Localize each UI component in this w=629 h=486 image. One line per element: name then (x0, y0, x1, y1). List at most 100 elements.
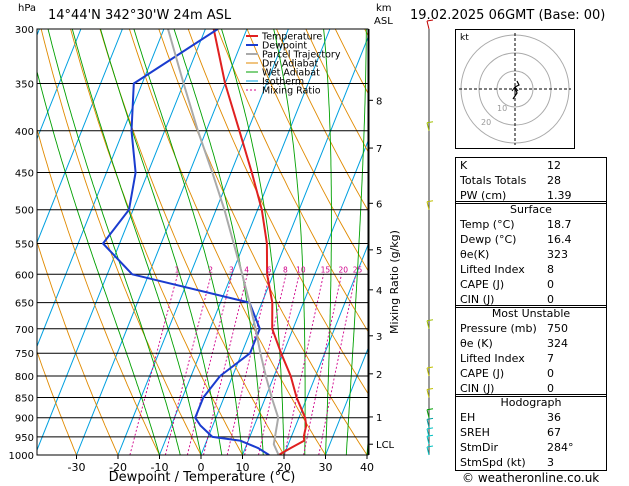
isotherm-line (37, 29, 206, 452)
hodograph-title: Hodograph (500, 396, 562, 409)
x-tick-label: -20 (109, 461, 127, 474)
mixing-ratio-line (258, 274, 300, 455)
x-tick-label: 30 (319, 461, 333, 474)
wind-barb-icon (426, 445, 434, 456)
isotherm-line (159, 29, 331, 455)
dry-adiabat-line (276, 29, 368, 212)
legend-entry: Dewpoint (262, 41, 307, 52)
location-title: 14°44'N 342°30'W 24m ASL (48, 8, 232, 23)
km-tick-label: 6 (376, 199, 382, 210)
wind-barb-icon (426, 417, 434, 428)
surface-row: Temp (°C) 18.7 (460, 218, 572, 231)
mixing-ratio-label: 2 (208, 265, 213, 274)
mixing-ratio-line (244, 274, 287, 455)
km-tick-label: 3 (376, 332, 382, 343)
km-tick-label: 5 (376, 246, 382, 257)
legend-entry: Mixing Ratio (262, 86, 321, 97)
mixing-ratio-label: 6 (267, 265, 272, 274)
wind-barb-icon (426, 408, 434, 418)
isotherm-line (200, 36, 368, 455)
surface-row: CIN (J) 0 (460, 293, 554, 306)
surface-row: θe(K) 323 (460, 248, 568, 261)
mu-row: θe (K) 324 (460, 337, 568, 350)
storm-motion-icon (511, 86, 519, 95)
x-axis-title: Dewpoint / Temperature (°C) (109, 470, 296, 485)
dry-adiabat-line (246, 29, 368, 272)
hodo-row: EH 36 (460, 411, 561, 424)
series-parcel-trajectory (167, 29, 280, 455)
pressure-tick-label: 550 (15, 239, 34, 250)
x-tick-label: -30 (68, 461, 86, 474)
plot-frame (36, 28, 369, 456)
datetime-title: 19.02.2025 06GMT (Base: 00) (410, 8, 606, 23)
dry-adiabat-line (37, 350, 77, 455)
isotherm-line (283, 243, 368, 455)
series-temperature (212, 29, 308, 455)
hodograph-plot: kt 20 10 (455, 29, 575, 149)
pressure-tick-label: 500 (15, 206, 34, 217)
hpa-unit-label: hPa (18, 3, 37, 14)
wind-barb-icon (426, 200, 434, 210)
legend-entry: Isotherm (262, 77, 304, 88)
index-row: K 12 (460, 159, 561, 172)
wet-adiabat-line (345, 29, 367, 455)
indices-table: K 12 Totals Totals 28 PW (cm) 1.39 (455, 157, 607, 204)
isotherm-line (76, 29, 248, 455)
surface-row: Dewp (°C) 16.4 (460, 233, 572, 246)
isotherm-line (325, 347, 368, 455)
legend-entry: Dry Adiabat (262, 59, 319, 70)
pressure-tick-label: 700 (15, 325, 34, 336)
legend-entry: Temperature (261, 32, 322, 43)
km-tick-label: 8 (376, 96, 382, 107)
hodograph-ring-label: 20 (481, 118, 491, 127)
hodo-row: StmSpd (kt) 3 (460, 456, 554, 469)
mu-row: Lifted Index 7 (460, 352, 554, 365)
index-row: Totals Totals 28 (460, 174, 561, 187)
mu-row: Pressure (mb) 750 (460, 322, 568, 335)
pressure-tick-label: 450 (15, 168, 34, 179)
hodo-row: SREH 67 (460, 426, 561, 439)
mixing-ratio-label: 15 (321, 265, 331, 274)
hodograph-table: Hodograph EH 36 SREH 67 StmDir 284° StmSpd … (455, 394, 607, 471)
dry-adiabat-line (217, 29, 368, 333)
isotherm-line (37, 29, 82, 141)
legend-entry: Wet Adiabat (262, 68, 320, 79)
mixing-ratio-label: 20 (339, 265, 349, 274)
asl-unit-label: ASL (374, 16, 393, 27)
mu-row: CAPE (J) 0 (460, 367, 554, 380)
wind-barb-icon (426, 19, 434, 30)
footer-copyright: © weatheronline.co.uk (462, 471, 600, 485)
pressure-tick-label: 350 (15, 80, 34, 91)
km-tick-label: 1 (376, 413, 382, 424)
wind-barb-icon (426, 366, 434, 377)
surface-row: CAPE (J) 0 (460, 278, 554, 291)
wind-barb-icon (426, 319, 434, 329)
x-tick-label: 40 (360, 461, 374, 474)
dry-adiabat-line (305, 29, 368, 153)
most-unstable-table: Most Unstable Pressure (mb) 750 θe (K) 324… (455, 305, 607, 397)
surface-row: Lifted Index 8 (460, 263, 554, 276)
pressure-tick-label: 650 (15, 299, 34, 310)
pressure-tick-label: 300 (15, 25, 34, 36)
series-dewpoint (102, 29, 270, 455)
pressure-tick-label: 750 (15, 349, 34, 360)
mixing-ratio-label: 10 (296, 265, 306, 274)
pressure-tick-label: 950 (15, 433, 34, 444)
wet-adiabat-line (47, 29, 181, 455)
x-tick-label: 10 (236, 461, 250, 474)
km-tick-label: 7 (376, 144, 382, 155)
x-tick-label: 20 (277, 461, 291, 474)
pressure-tick-label: 1000 (9, 451, 34, 462)
mixing-ratio-label: 4 (244, 265, 249, 274)
wind-barb-icon (426, 121, 434, 131)
surface-title: Surface (510, 203, 552, 216)
x-tick-label: -10 (151, 461, 169, 474)
wind-barb-icon (426, 427, 434, 438)
km-tick-label: 2 (376, 370, 382, 381)
x-tick-label: 0 (198, 461, 205, 474)
pressure-tick-label: 900 (15, 414, 34, 425)
hodograph-ring-label: 10 (497, 104, 507, 113)
isotherm-line (37, 29, 165, 348)
hodo-row: StmDir 284° (460, 441, 574, 454)
